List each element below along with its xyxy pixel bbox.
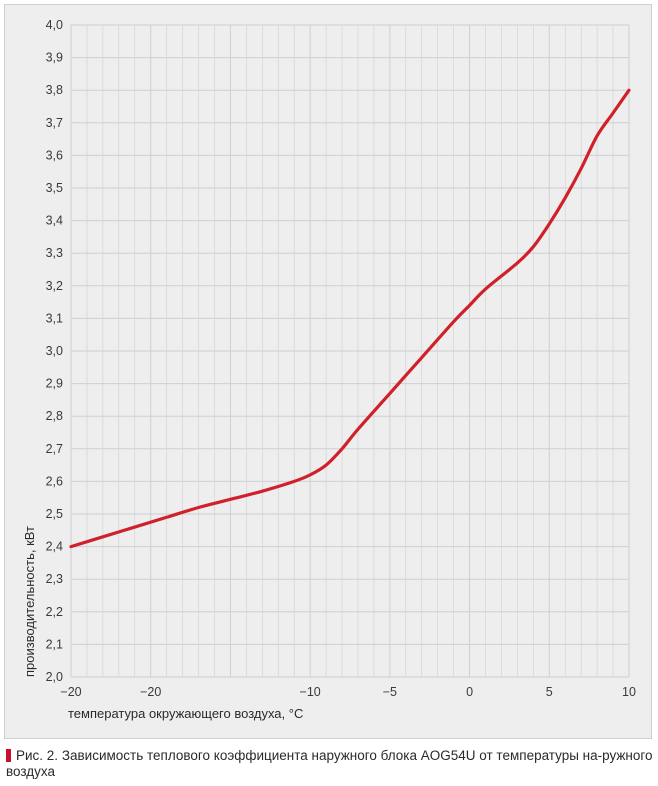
chart-frame: 2,0 2,1 2,2 2,3 2,4 2,5 2,6 2,7 2,8 2,9 3,0 3,1 3,2 3…: [4, 4, 652, 739]
y-tick-label: 3,0: [46, 344, 63, 358]
caption-marker: [6, 749, 11, 762]
caption-text: Зависимость теплового коэффициента наруж…: [6, 748, 653, 779]
series-line-heat-capacity: [69, 88, 631, 549]
x-tick-label: 0: [466, 685, 473, 699]
y-tick-label: 3,7: [46, 116, 63, 130]
y-tick-label: 3,1: [46, 311, 63, 325]
y-tick-label: 2,7: [46, 442, 63, 456]
x-tick-labels: −20 −20 −10 −5 0 5 10: [60, 685, 636, 699]
y-tick-label: 3,6: [46, 148, 63, 162]
y-tick-label: 2,1: [46, 637, 63, 651]
series: [69, 88, 631, 549]
caption-prefix: Рис. 2.: [16, 748, 59, 763]
y-tick-label: 2,2: [46, 605, 63, 619]
x-tick-label: −10: [300, 685, 321, 699]
x-tick-label: −5: [383, 685, 397, 699]
y-tick-label: 2,0: [46, 670, 63, 684]
y-tick-label: 2,6: [46, 474, 63, 488]
y-tick-label: 3,9: [46, 51, 63, 65]
grid: [70, 24, 630, 678]
y-tick-label: 4,0: [46, 18, 63, 32]
y-tick-label: 3,2: [46, 279, 63, 293]
y-tick-label: 2,8: [46, 409, 63, 423]
chart-canvas: 2,0 2,1 2,2 2,3 2,4 2,5 2,6 2,7 2,8 2,9 3,0 3,1 3,2 3…: [22, 18, 636, 721]
y-tick-label: 3,8: [46, 83, 63, 97]
y-axis-title: производительность, кВт: [22, 526, 37, 677]
x-tick-label: 10: [622, 685, 636, 699]
y-tick-label: 2,4: [46, 540, 63, 554]
figure-caption: Рис. 2. Зависимость теплового коэффициен…: [6, 748, 654, 780]
y-tick-label: 2,5: [46, 507, 63, 521]
y-tick-label: 3,3: [46, 246, 63, 260]
y-tick-label: 2,9: [46, 377, 63, 391]
y-tick-labels: 2,0 2,1 2,2 2,3 2,4 2,5 2,6 2,7 2,8 2,9 3,0 3,1 3,2 3…: [46, 18, 63, 684]
x-tick-label: −20: [60, 685, 81, 699]
y-tick-label: 3,5: [46, 181, 63, 195]
x-tick-label: −20: [140, 685, 161, 699]
x-tick-label: 5: [546, 685, 553, 699]
x-axis-title: температура окружающего воздуха, °С: [68, 706, 303, 721]
y-tick-label: 2,3: [46, 572, 63, 586]
y-tick-label: 3,4: [46, 214, 63, 228]
